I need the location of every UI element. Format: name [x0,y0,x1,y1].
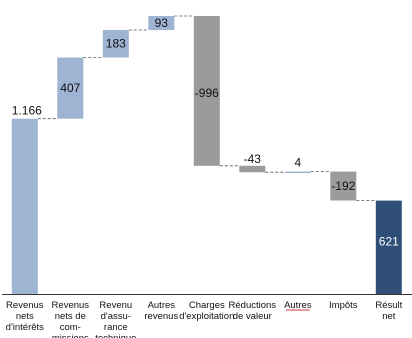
category-label-line: Revenus [6,300,44,311]
value-label-6: 4 [294,156,301,170]
category-label-line: Réductions [229,300,277,311]
value-labels: 1.166 407 183 93 -996 -43 4 -192 621 [12,16,399,248]
value-label-4: -996 [195,86,219,100]
category-label-line: net [382,311,396,322]
bar-5 [239,165,266,173]
value-label-1: 407 [60,81,80,95]
category-label-6: Autres [284,300,312,311]
category-label-line: Revenu [99,300,132,311]
value-label-0: 1.166 [12,104,42,118]
category-label-line: com- [60,322,81,333]
category-label-line: d'assu- [101,311,131,322]
bar-8 [375,200,402,294]
bar-7 [330,171,357,201]
category-label-line: Charges [189,300,225,311]
category-label-line: nets de [55,311,86,322]
value-label-8: 621 [379,234,399,248]
category-label-0: Revenus nets d'intérêts [6,300,45,333]
category-label-7: Impôts [329,300,358,311]
category-label-line: Revenus [52,300,90,311]
category-label-line: Autres [148,300,176,311]
bar-6 [284,171,311,174]
category-label-line: Impôts [329,300,358,311]
category-label-line: revenus [144,311,178,322]
category-label-line: d'exploitation [179,311,234,322]
category-label-4: Charges d'exploitation [179,300,234,322]
bar-4 [193,16,220,166]
category-label-line: d'intérêts [6,322,45,333]
category-label-3: Autres revenus [144,300,178,322]
connector-lines [37,15,376,201]
category-label-line: Autres [284,300,312,311]
value-label-3: 93 [155,16,169,30]
bar-3 [148,16,175,30]
category-label-line: rance [104,322,128,333]
bar-2 [102,30,129,58]
category-label-5: Réductions de valeur [229,300,277,322]
value-label-5: -43 [244,152,262,166]
value-label-7: -192 [331,179,355,193]
category-label-line: missions [52,333,89,338]
category-label-line: nets [16,311,34,322]
bar-1 [57,57,84,119]
category-label-line: de valeur [233,311,272,322]
category-label-line: technique [95,333,136,338]
bar-0 [11,118,38,294]
bars [11,16,402,294]
value-label-2: 183 [106,37,126,51]
category-label-8: Résult net [375,300,402,322]
category-label-line: Résult [375,300,402,311]
